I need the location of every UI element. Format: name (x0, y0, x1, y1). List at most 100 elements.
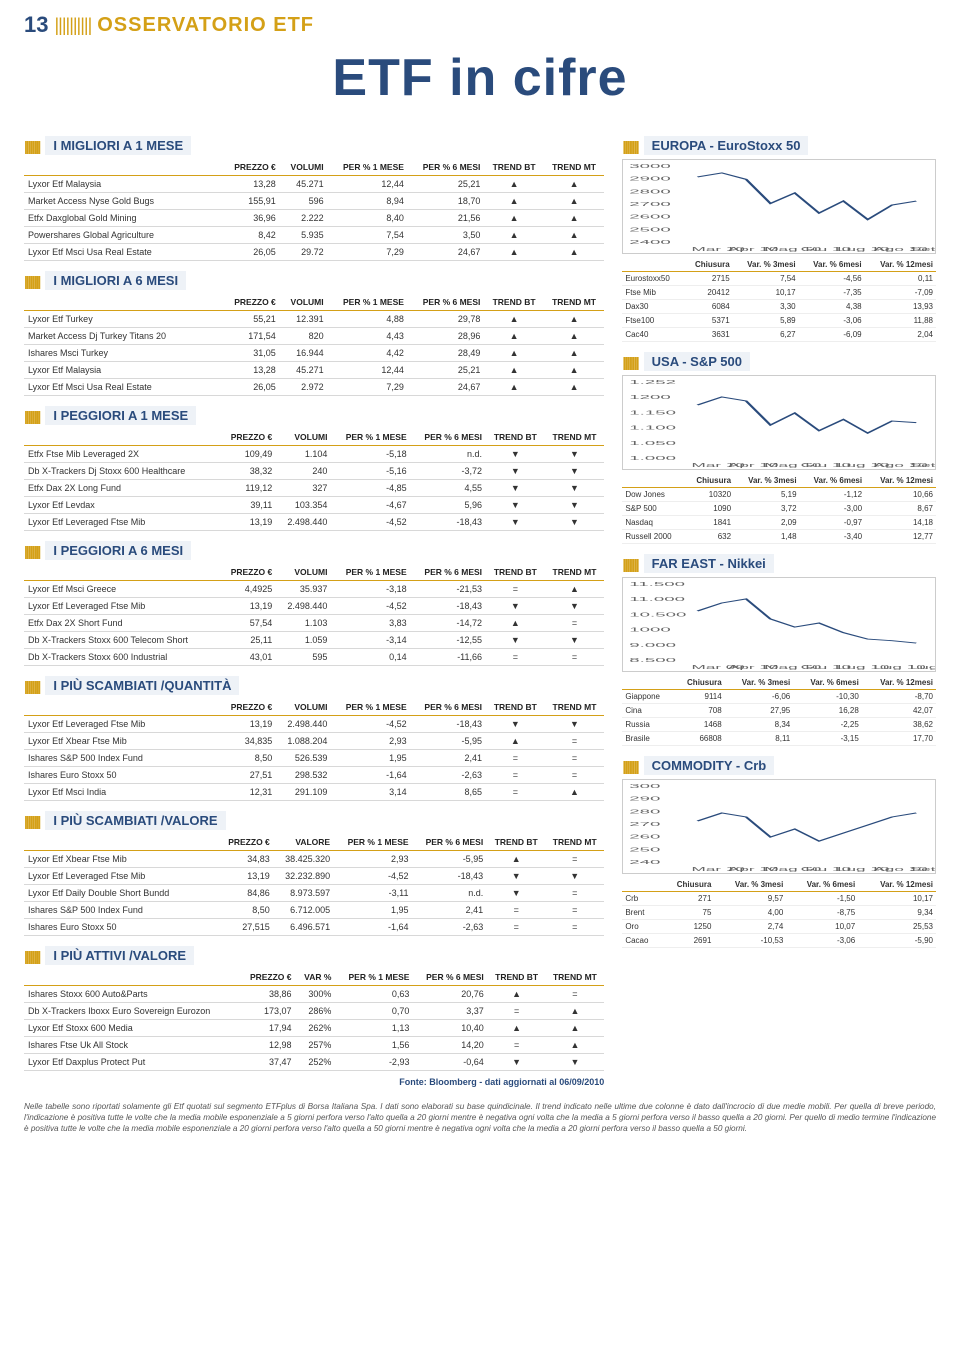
row-m1: -3,18 (331, 581, 410, 598)
row-bt: ▲ (484, 176, 543, 193)
svg-text:2400: 2400 (630, 239, 672, 246)
row-bt: = (486, 767, 545, 784)
row-mt: ▼ (545, 1054, 604, 1071)
row-mt: ▼ (545, 480, 605, 497)
svg-text:1.150: 1.150 (630, 409, 677, 416)
header-bars: |||||||||| (54, 15, 91, 36)
row-volume: 596 (280, 193, 328, 210)
row-bt: ▼ (486, 497, 545, 514)
row-mt: ▲ (544, 176, 605, 193)
table-row: Db X-Trackers Stoxx 600 Telecom Short 25… (24, 632, 604, 649)
source-line: Fonte: Bloomberg - dati aggiornati al 06… (24, 1077, 604, 1087)
row-mt: ▲ (544, 379, 605, 396)
section-title: I PEGGIORI A 6 MESI (45, 541, 191, 560)
row-volume: 45.271 (280, 362, 328, 379)
section-bars: |||||||| (24, 408, 39, 424)
col-p6: PER % 6 MESI (408, 294, 484, 311)
row-m1: 4,43 (328, 328, 408, 345)
row-price: 13,28 (222, 362, 280, 379)
row-name: Lyxor Etf Msci Usa Real Estate (24, 244, 222, 261)
row-bt: = (487, 902, 545, 919)
row-price: 31,05 (222, 345, 280, 362)
row-m6: -0,64 (413, 1054, 487, 1071)
col-volumi: VOLUMI (276, 699, 331, 716)
mini-stats-table: ChiusuraVar. % 3mesiVar. % 6mesiVar. % 1… (622, 878, 936, 948)
section-bars: |||||||| (622, 758, 637, 774)
data-table: PREZZO € VALORE PER % 1 MESE PER % 6 MES… (24, 834, 604, 936)
row-name: Lyxor Etf Msci India (24, 784, 219, 801)
svg-text:3000: 3000 (630, 162, 672, 169)
svg-text:2600: 2600 (630, 213, 672, 220)
row-mt: ▼ (545, 497, 605, 514)
row-m6: 20,76 (413, 986, 487, 1003)
col-tbt: TREND BT (486, 699, 545, 716)
row-m6: -18,43 (411, 598, 486, 615)
section-title: EUROPA - EuroStoxx 50 (644, 136, 809, 155)
row-m1: 12,44 (328, 362, 408, 379)
table-row: Ishares Euro Stoxx 50 27,51 298.532 -1,6… (24, 767, 604, 784)
row-price: 109,49 (219, 446, 276, 463)
row-mt: ▼ (545, 598, 605, 615)
table-row: Lyxor Etf Msci Greece 4,4925 35.937 -3,1… (24, 581, 604, 598)
svg-text:1.252: 1.252 (630, 378, 677, 385)
row-price: 13,19 (219, 598, 276, 615)
svg-text:300: 300 (630, 782, 662, 789)
row-m1: 1,95 (334, 902, 412, 919)
mini-row: Cac4036316,27-6,092,04 (622, 328, 936, 342)
row-bt: = (486, 649, 545, 666)
section-bars: |||||||| (622, 138, 637, 154)
row-price: 36,96 (222, 210, 280, 227)
row-m6: 4,55 (411, 480, 486, 497)
row-volume: 5.935 (280, 227, 328, 244)
row-bt: ▲ (484, 311, 543, 328)
svg-text:1.100: 1.100 (630, 424, 677, 431)
row-name: Market Access Dj Turkey Titans 20 (24, 328, 222, 345)
table-row: Ishares S&P 500 Index Fund 8,50 526.539 … (24, 750, 604, 767)
line-chart: 1.25212001.1501.1001.0501.000 Mar 10Apr … (622, 375, 936, 470)
col-p6: PER % 6 MESI (413, 834, 488, 851)
row-m6: 21,56 (408, 210, 484, 227)
section-header: |||||||| EUROPA - EuroStoxx 50 (622, 136, 936, 155)
col-p6: PER % 6 MESI (408, 159, 484, 176)
col-prezzo: PREZZO € (219, 564, 276, 581)
row-m1: 2,93 (334, 851, 412, 868)
row-m6: 10,40 (413, 1020, 487, 1037)
row-volume: 595 (276, 649, 331, 666)
mini-row: Crb2719,57-1,5010,17 (622, 892, 936, 906)
row-volume: 300% (296, 986, 336, 1003)
row-mt: = (545, 986, 604, 1003)
row-bt: ▲ (486, 615, 545, 632)
row-price: 171,54 (222, 328, 280, 345)
row-price: 37,47 (239, 1054, 295, 1071)
svg-text:11.000: 11.000 (630, 596, 686, 603)
col-tbt: TREND BT (486, 564, 545, 581)
row-name: Ishares Msci Turkey (24, 345, 222, 362)
row-bt: ▼ (486, 514, 545, 531)
row-m6: 25,21 (408, 362, 484, 379)
mini-row: Dax3060843,304,3813,93 (622, 300, 936, 314)
row-m1: -3,14 (331, 632, 410, 649)
row-name: Market Access Nyse Gold Bugs (24, 193, 222, 210)
data-table: PREZZO € VOLUMI PER % 1 MESE PER % 6 MES… (24, 699, 604, 801)
table-row: Market Access Dj Turkey Titans 20 171,54… (24, 328, 604, 345)
row-m6: -18,43 (411, 716, 486, 733)
svg-text:250: 250 (630, 846, 662, 853)
row-bt: ▼ (486, 463, 545, 480)
row-m6: 8,65 (411, 784, 486, 801)
row-m6: 24,67 (408, 379, 484, 396)
col-prezzo: PREZZO € (222, 294, 280, 311)
table-row: Lyxor Etf Turkey 55,21 12.391 4,88 29,78… (24, 311, 604, 328)
row-volume: 45.271 (280, 176, 328, 193)
row-name: Ishares Euro Stoxx 50 (24, 767, 219, 784)
row-price: 38,86 (239, 986, 295, 1003)
data-table: PREZZO € VOLUMI PER % 1 MESE PER % 6 MES… (24, 564, 604, 666)
table-row: Lyxor Etf Malaysia 13,28 45.271 12,44 25… (24, 362, 604, 379)
row-bt: ▲ (487, 851, 545, 868)
row-m6: -3,72 (411, 463, 486, 480)
section-title: USA - S&P 500 (644, 352, 750, 371)
row-bt: ▼ (486, 598, 545, 615)
svg-text:2900: 2900 (630, 175, 672, 182)
row-price: 12,98 (239, 1037, 295, 1054)
mini-row: Russia14688,34-2,2538,62 (622, 718, 936, 732)
row-m6: 25,21 (408, 176, 484, 193)
